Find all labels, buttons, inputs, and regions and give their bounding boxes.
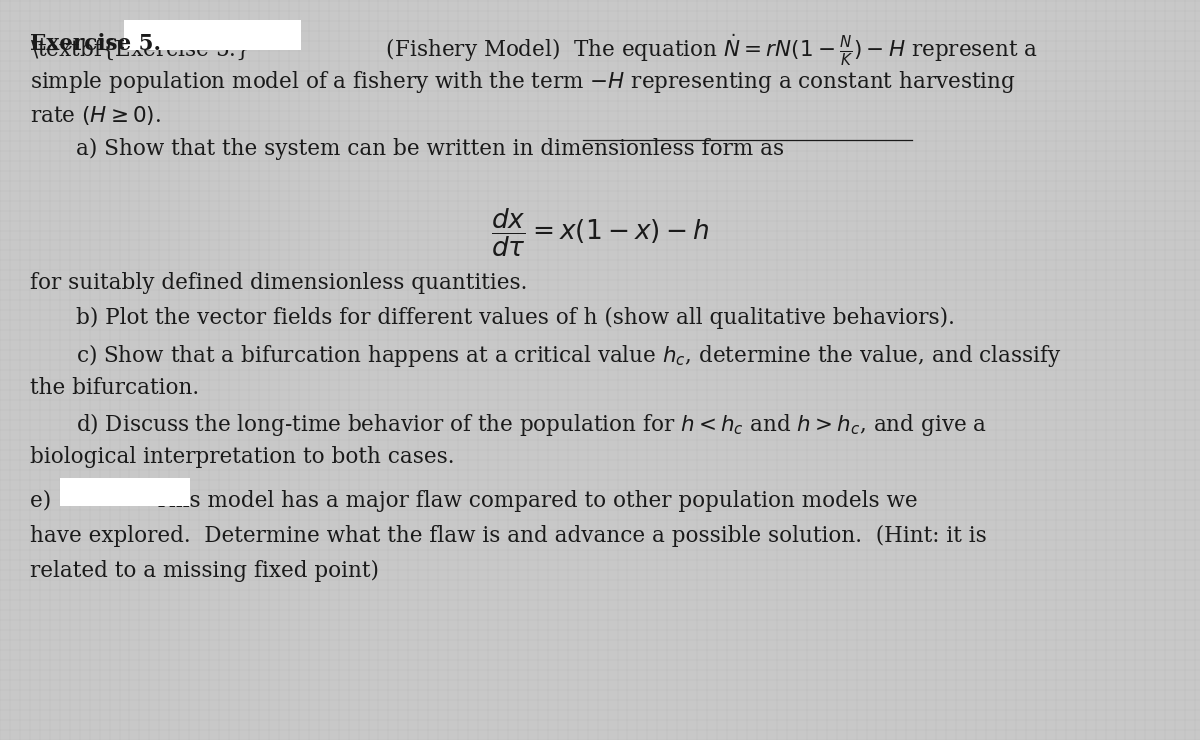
FancyBboxPatch shape xyxy=(124,20,301,50)
Text: d) Discuss the long-time behavior of the population for $h < h_c$ and $h > h_c$,: d) Discuss the long-time behavior of the… xyxy=(76,411,986,438)
FancyBboxPatch shape xyxy=(60,478,190,506)
Text: the bifurcation.: the bifurcation. xyxy=(30,377,199,399)
Text: biological interpretation to both cases.: biological interpretation to both cases. xyxy=(30,446,455,468)
Text: Exercise 5.: Exercise 5. xyxy=(30,33,161,56)
Text: related to a missing fixed point): related to a missing fixed point) xyxy=(30,559,379,582)
Text: \textbf{Exercise 5.}                    (Fishery Model)  The equation $\dot{N} =: \textbf{Exercise 5.} (Fishery Model) The… xyxy=(30,33,1038,68)
Text: for suitably defined dimensionless quantities.: for suitably defined dimensionless quant… xyxy=(30,272,527,295)
Text: b) Plot the vector fields for different values of h (show all qualitative behavi: b) Plot the vector fields for different … xyxy=(76,307,954,329)
Text: a) Show that the system can be written in dimensionless form as: a) Show that the system can be written i… xyxy=(76,138,784,161)
Text: rate $(H \geq 0)$.: rate $(H \geq 0)$. xyxy=(30,104,161,127)
Text: e)               This model has a major flaw compared to other population models: e) This model has a major flaw compared … xyxy=(30,490,918,512)
Text: c) Show that a bifurcation happens at a critical value $h_c$, determine the valu: c) Show that a bifurcation happens at a … xyxy=(76,342,1061,369)
Text: have explored.  Determine what the flaw is and advance a possible solution.  (Hi: have explored. Determine what the flaw i… xyxy=(30,525,986,547)
Text: $\dfrac{dx}{d\tau} = x(1 - x) - h$: $\dfrac{dx}{d\tau} = x(1 - x) - h$ xyxy=(491,207,709,260)
Text: simple population model of a fishery with the term $-H$ representing a constant : simple population model of a fishery wit… xyxy=(30,69,1016,95)
